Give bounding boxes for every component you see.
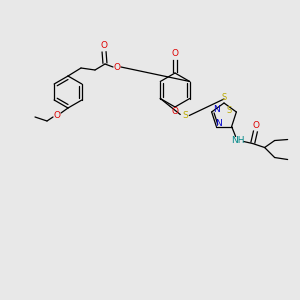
Text: NH: NH bbox=[231, 136, 244, 145]
Text: O: O bbox=[100, 41, 107, 50]
Text: O: O bbox=[53, 110, 61, 119]
Text: S: S bbox=[227, 106, 232, 116]
Text: N: N bbox=[215, 119, 222, 128]
Text: O: O bbox=[252, 121, 259, 130]
Text: O: O bbox=[172, 107, 178, 116]
Text: O: O bbox=[172, 50, 178, 58]
Text: S: S bbox=[221, 92, 226, 101]
Text: O: O bbox=[113, 62, 121, 71]
Text: N: N bbox=[213, 106, 220, 115]
Text: S: S bbox=[182, 111, 188, 120]
